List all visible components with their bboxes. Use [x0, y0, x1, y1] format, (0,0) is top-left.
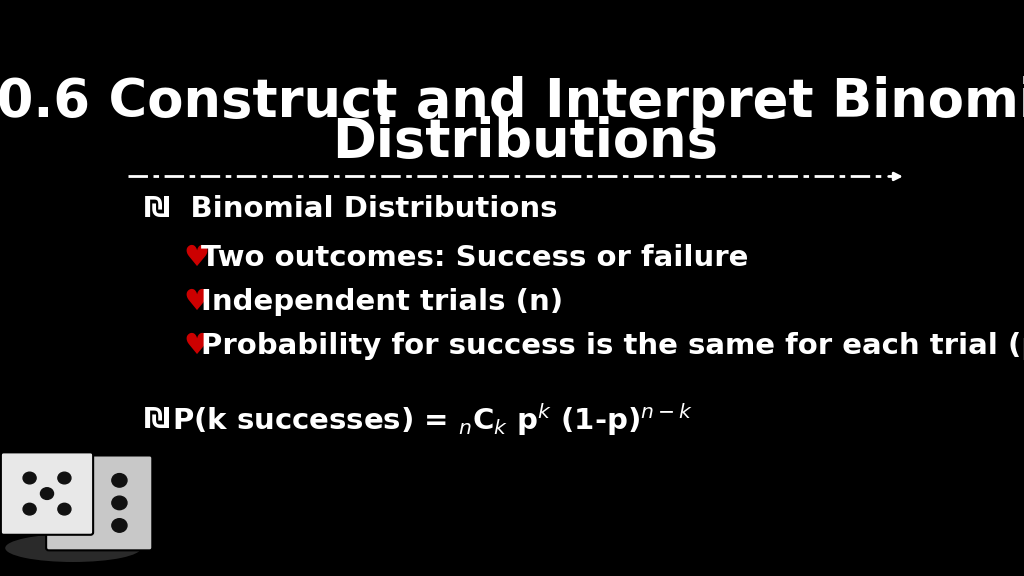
Circle shape [72, 519, 87, 532]
Circle shape [72, 473, 87, 487]
Text: 10.6 Construct and Interpret Binomial: 10.6 Construct and Interpret Binomial [0, 77, 1024, 128]
Circle shape [41, 488, 53, 499]
Text: ♥: ♥ [183, 288, 210, 316]
FancyBboxPatch shape [46, 456, 153, 550]
Text: ₪  Binomial Distributions: ₪ Binomial Distributions [143, 195, 557, 223]
Circle shape [58, 503, 71, 515]
Text: ♥: ♥ [183, 332, 210, 361]
Text: ₪: ₪ [143, 406, 170, 434]
Text: Distributions: Distributions [332, 116, 718, 168]
Circle shape [112, 473, 127, 487]
Circle shape [112, 519, 127, 532]
Circle shape [24, 503, 36, 515]
Text: Independent trials (n): Independent trials (n) [201, 288, 563, 316]
Circle shape [58, 472, 71, 484]
Circle shape [72, 496, 87, 510]
Circle shape [24, 472, 36, 484]
Text: Two outcomes: Success or failure: Two outcomes: Success or failure [201, 244, 749, 272]
Text: Probability for success is the same for each trial (p): Probability for success is the same for … [201, 332, 1024, 361]
Ellipse shape [5, 534, 141, 562]
Text: ♥: ♥ [183, 244, 210, 272]
FancyBboxPatch shape [1, 452, 93, 535]
Circle shape [112, 496, 127, 510]
Text: P(k successes) = $_{n}$C$_{k}$ p$^{k}$ (1-p)$^{n-k}$: P(k successes) = $_{n}$C$_{k}$ p$^{k}$ (… [172, 401, 692, 438]
